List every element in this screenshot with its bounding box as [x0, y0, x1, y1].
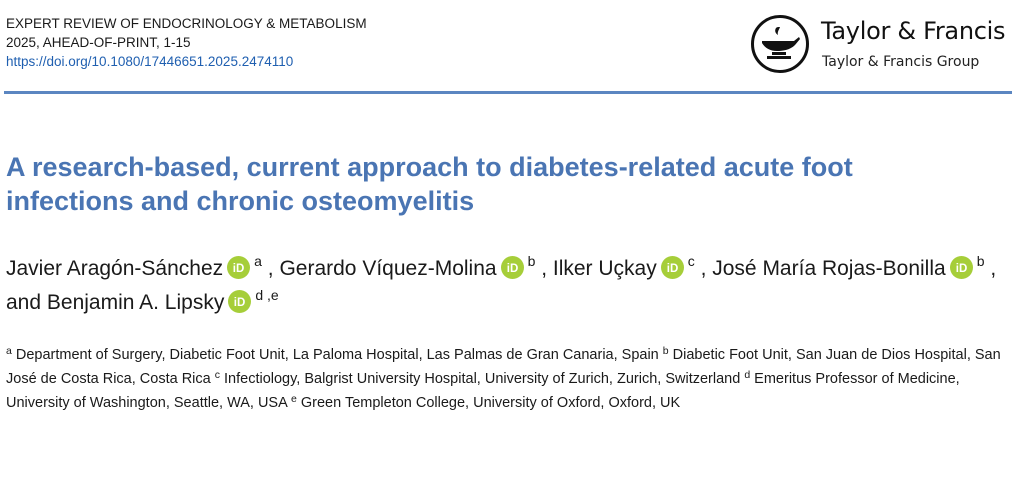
affiliation-mark: b [662, 345, 669, 357]
article-title: A research-based, current approach to di… [6, 150, 1006, 218]
author-affiliation-mark: c [687, 253, 695, 269]
orcid-label: iD [955, 263, 967, 275]
affiliation-text: Infectiology, Balgrist University Hospit… [219, 371, 745, 387]
publisher-name: Taylor & Francis [821, 17, 1006, 45]
orcid-label: iD [506, 263, 518, 275]
affiliation-mark: e [291, 393, 297, 405]
header-divider [4, 91, 1012, 94]
affiliation-text: Department of Surgery, Diabetic Foot Uni… [11, 347, 663, 363]
author-list: Javier Aragón-Sánchez iD a , Gerardo Víque… [6, 252, 1016, 320]
affiliation-text: Emeritus Professor of Medicine, Universi… [6, 371, 960, 411]
journal-header: EXPERT REVIEW OF ENDOCRINOLOGY & METABOL… [6, 14, 367, 71]
article-title-line-2: infections and chronic osteomyelitis [6, 186, 475, 216]
publisher-group: Taylor & Francis Group [822, 54, 980, 70]
article-title-line-1: A research-based, current approach to di… [6, 152, 853, 182]
orcid-icon[interactable]: iD [660, 256, 684, 279]
journal-issue: 2025, AHEAD-OF-PRINT, 1-15 [6, 35, 191, 50]
orcid-icon[interactable]: iD [228, 290, 252, 313]
orcid-icon[interactable]: iD [949, 256, 973, 279]
orcid-icon[interactable]: iD [227, 256, 251, 279]
author-separator: , [535, 257, 548, 280]
orcid-label: iD [234, 297, 246, 309]
orcid-icon[interactable]: iD [500, 256, 524, 279]
author-separator: , [694, 257, 707, 280]
doi-link[interactable]: https://doi.org/10.1080/17446651.2025.24… [6, 54, 294, 69]
lamp-emblem-icon [751, 15, 809, 73]
author-separator: , and [6, 257, 997, 314]
author-affiliation-mark: b [527, 253, 536, 269]
author-name[interactable]: Javier Aragón-Sánchez [6, 257, 224, 280]
affiliation-mark: c [214, 369, 220, 381]
author-name[interactable]: José María Rojas-Bonilla [712, 257, 946, 280]
affiliation-text: Diabetic Foot Unit, San Juan de Dios Hos… [6, 347, 1001, 387]
affiliation-text: Green Templeton College, University of O… [296, 395, 681, 411]
author-name[interactable]: Benjamin A. Lipsky [46, 291, 225, 314]
publisher-logo[interactable]: Taylor & Francis Taylor & Francis Group [750, 14, 1020, 78]
affiliation-mark: d [744, 369, 751, 381]
affiliation-mark: a [6, 345, 12, 357]
orcid-label: iD [233, 263, 245, 275]
author-affiliation-mark: a [254, 253, 262, 269]
orcid-label: iD [666, 263, 678, 275]
author-affiliation-mark: d ,e [255, 287, 279, 303]
author-name[interactable]: Ilker Uçkay [552, 257, 657, 280]
author-separator: , [261, 257, 274, 280]
author-affiliation-mark: b [976, 253, 985, 269]
journal-name: EXPERT REVIEW OF ENDOCRINOLOGY & METABOL… [6, 16, 367, 31]
author-name[interactable]: Gerardo Víquez-Molina [279, 257, 497, 280]
affiliations: a Department of Surgery, Diabetic Foot U… [6, 343, 1016, 415]
